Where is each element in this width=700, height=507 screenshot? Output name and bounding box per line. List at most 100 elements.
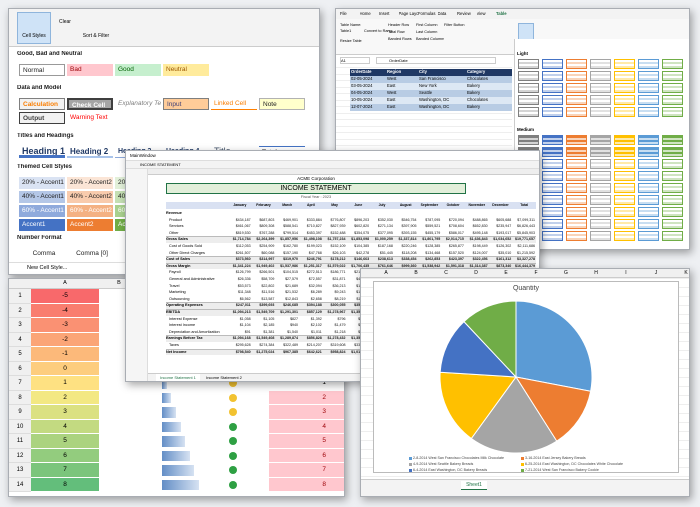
amount: $423,397	[448, 257, 464, 262]
amount: $1,104	[239, 323, 251, 328]
gallery-swatch	[518, 135, 539, 145]
formula: OrderDate	[376, 57, 496, 64]
gallery-swatch	[662, 231, 683, 241]
amount: $128,385	[425, 244, 441, 248]
amount: $1,105	[263, 316, 275, 321]
legend-swatch	[521, 456, 524, 460]
amount: $856,828	[306, 336, 322, 341]
amount: $126,799	[235, 270, 251, 275]
gallery-swatch	[590, 195, 611, 205]
style-swatch: Accent1	[19, 219, 65, 231]
gallery-swatch	[590, 59, 611, 69]
amount: $319,970	[283, 257, 299, 262]
column-header: C	[444, 270, 448, 276]
ribbon-tab: Insert	[379, 11, 390, 16]
gallery-swatch	[614, 135, 635, 145]
chart-title: Quantity	[512, 285, 540, 292]
gallery-swatch	[614, 219, 635, 229]
gallery-swatch	[638, 83, 659, 93]
amount: $193,017	[496, 230, 512, 235]
amount: $12,843	[285, 296, 299, 301]
amount: $1,011	[311, 329, 322, 334]
amount: $51,445	[379, 250, 393, 255]
section-title: Good, Bad and Neutral	[17, 51, 83, 57]
amount: $1,853,098	[351, 237, 370, 242]
cell-styles-button	[17, 12, 51, 44]
gallery-swatch	[518, 107, 539, 117]
gallery-swatch	[518, 71, 539, 81]
amount: $495,148	[472, 230, 488, 235]
month-header: Total	[520, 203, 529, 207]
row-label: Cost of Goods Sold	[169, 244, 202, 248]
grid-row	[336, 112, 512, 114]
gallery-swatch	[614, 159, 635, 169]
ribbon-tab: View	[476, 11, 486, 16]
table-row	[350, 83, 512, 90]
gallery-swatch	[590, 171, 611, 181]
table-cell: Chocolates	[467, 76, 488, 81]
amount: $58,709	[261, 277, 275, 281]
style-swatch: Note	[259, 98, 305, 110]
gallery-swatch	[590, 183, 611, 193]
amount: $220,246	[401, 244, 417, 248]
gallery-swatch	[566, 195, 587, 205]
sheet-label-bar	[126, 161, 539, 169]
column-header: J	[654, 270, 658, 276]
data-bar	[162, 392, 172, 403]
gallery-swatch	[566, 107, 587, 117]
amount: $314,997	[259, 257, 275, 262]
row-number	[9, 434, 31, 449]
row-number	[9, 318, 31, 333]
gallery-swatch	[638, 159, 659, 169]
month-header: December	[492, 203, 509, 207]
amount: $198,449	[472, 244, 488, 248]
ribbon-label: Sort & Filter	[82, 33, 110, 39]
amount: $809,308	[259, 224, 275, 229]
amount: $2,014,715	[445, 237, 464, 242]
row-number	[9, 463, 31, 478]
amount: $708,604	[448, 224, 464, 229]
gallery-swatch	[638, 231, 659, 241]
column-header: Category	[467, 69, 486, 74]
amount: $134,468	[425, 250, 441, 255]
color-scale-cell: 0	[31, 361, 99, 376]
ribbon-tab: Formulas	[418, 11, 436, 16]
gallery-swatch	[662, 107, 683, 117]
row-number: 1	[18, 293, 22, 299]
amount: $162,780	[283, 244, 299, 248]
highlight-cell: 1	[269, 376, 344, 391]
ribbon-label: First Column	[416, 23, 438, 27]
grid-row	[336, 119, 512, 120]
amount: $152,109	[330, 244, 346, 248]
row-label: Payroll	[169, 270, 181, 275]
amount: $254,909	[259, 244, 275, 248]
row-label: Product	[169, 217, 183, 222]
style-swatch: 40% - Accent2	[67, 191, 113, 203]
amount: $1,381	[263, 329, 275, 334]
gallery-swatch	[590, 83, 611, 93]
row-number: 6	[18, 365, 22, 372]
gallery-swatch	[542, 107, 563, 117]
row-label: Other	[169, 230, 179, 235]
gallery-swatch	[590, 107, 611, 117]
amount: $246,685	[283, 303, 299, 308]
amount: $2,111,686	[517, 244, 535, 248]
month-header: September	[420, 203, 439, 207]
table-cell: 12-07-2024	[351, 104, 373, 109]
icon	[229, 422, 237, 431]
income-window: MainWindow INCOME STATEMENT ACME Corporati…	[125, 150, 540, 382]
gallery-swatch	[566, 147, 587, 157]
name-box: A1	[340, 57, 370, 64]
color-scale-cell: 6	[31, 448, 99, 463]
amount: $1,479	[334, 323, 346, 328]
gallery-swatch	[542, 95, 563, 105]
row-label: Depreciation and Amortization	[169, 329, 220, 334]
table-cell: 04-05-2024	[351, 90, 373, 95]
gallery-swatch	[542, 219, 563, 229]
amount: $261,507	[235, 250, 251, 255]
column-header: B	[414, 270, 418, 276]
gallery-swatch	[638, 135, 659, 145]
month-header: October	[446, 203, 460, 207]
data-bar	[162, 436, 186, 447]
column-header: City	[419, 69, 427, 74]
